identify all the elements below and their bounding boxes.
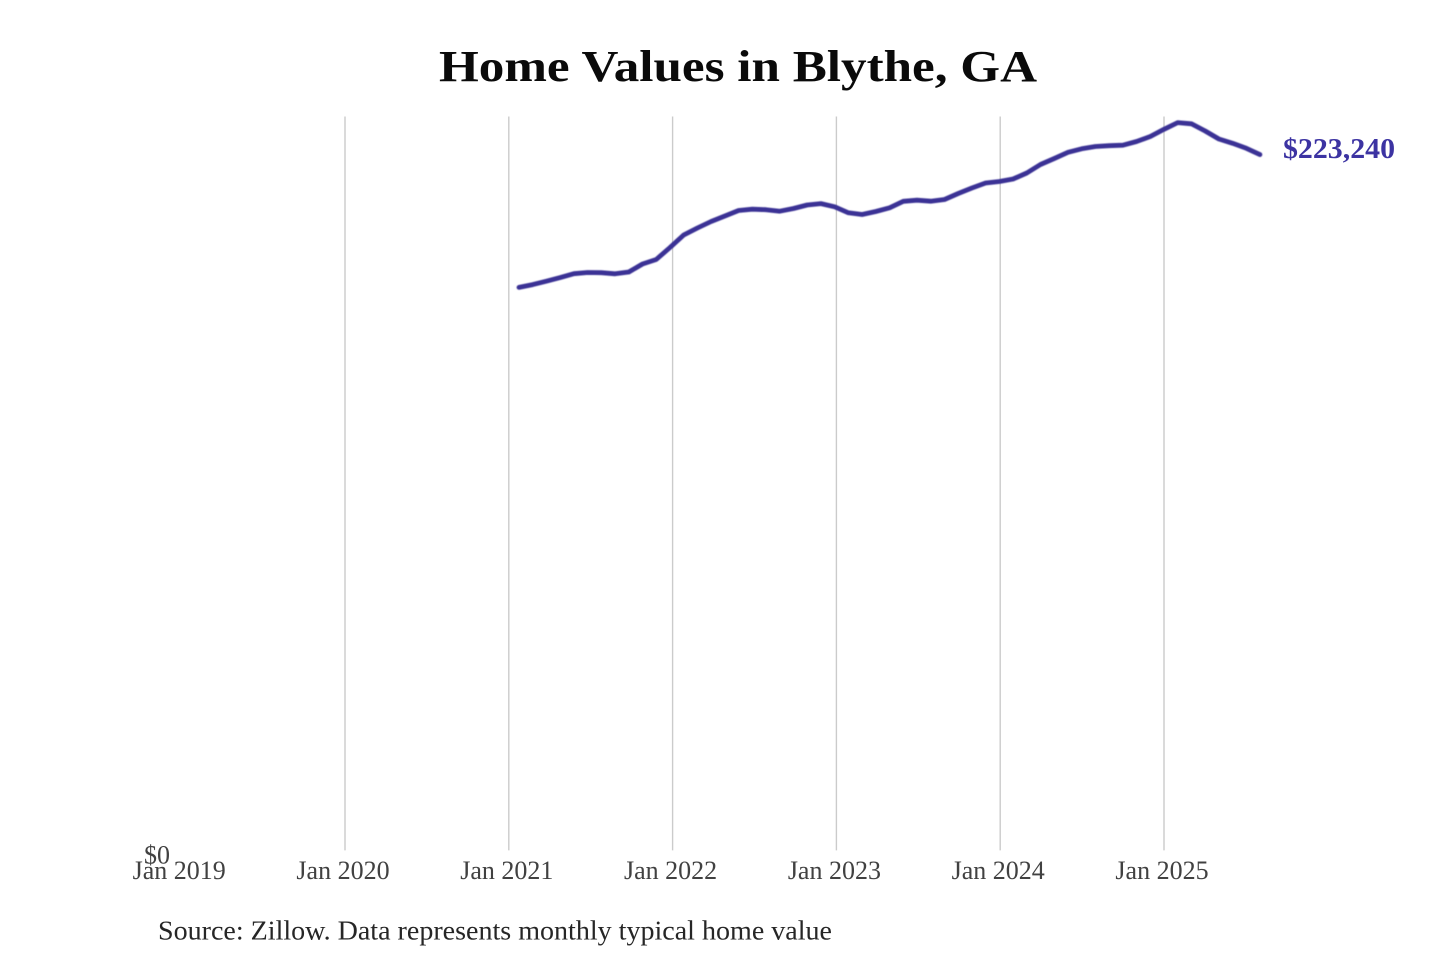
svg-text:Jan 2020: Jan 2020 [296,856,389,885]
svg-text:Jan 2019: Jan 2019 [133,856,226,885]
svg-text:Jan 2023: Jan 2023 [788,856,881,885]
svg-text:Source: Zillow. Data represent: Source: Zillow. Data represents monthly … [158,916,832,946]
svg-text:Jan 2024: Jan 2024 [952,856,1045,885]
svg-text:Home Values in Blythe, GA: Home Values in Blythe, GA [439,42,1037,91]
svg-text:$0: $0 [144,841,170,870]
svg-text:Jan 2022: Jan 2022 [624,856,717,885]
svg-text:Jan 2021: Jan 2021 [460,856,553,885]
svg-text:$223,240: $223,240 [1283,134,1395,165]
svg-text:Jan 2025: Jan 2025 [1115,856,1208,885]
